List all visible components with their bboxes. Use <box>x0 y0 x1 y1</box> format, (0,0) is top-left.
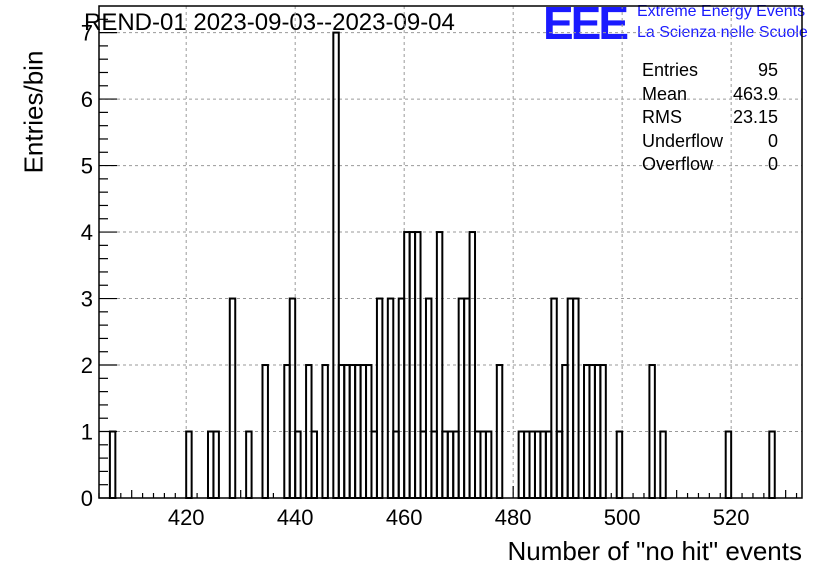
logo-line-1: Extreme Energy Events <box>637 3 806 20</box>
stats-entries: Entries 95 <box>642 59 778 83</box>
stats-overflow-label: Overflow <box>642 154 714 174</box>
x-tick-label: 420 <box>168 505 205 530</box>
stats-entries-label: Entries <box>642 60 699 80</box>
y-tick-label: 0 <box>81 486 93 511</box>
histogram-bin <box>310 430 318 500</box>
x-tick-label: 480 <box>495 505 532 530</box>
stats-overflow-value: 0 <box>767 154 778 174</box>
x-tick-label: 520 <box>713 505 750 530</box>
histogram-bin <box>375 297 384 499</box>
x-axis-label: Number of "no hit" events <box>507 536 803 566</box>
x-tick-label: 440 <box>277 505 314 530</box>
histogram-bin <box>495 364 504 500</box>
histogram-bin <box>659 430 667 500</box>
stats-mean-value: 463.9 <box>732 83 778 104</box>
stats-rms: RMS 23.15 <box>642 106 778 130</box>
histogram-bin <box>572 297 580 499</box>
y-tick-label: 1 <box>81 420 93 445</box>
stats-mean: Mean 463.9 <box>642 83 778 107</box>
stats-box: Entries 95 Mean 463.9 RMS 23.15 Underflo… <box>642 59 778 177</box>
stats-underflow-label: Underflow <box>642 130 724 151</box>
stats-underflow-value: 0 <box>767 130 778 151</box>
y-tick-label: 7 <box>81 21 93 46</box>
eee-logo: EEE <box>543 0 629 49</box>
histogram-bin <box>484 430 493 500</box>
stats-overflow: Overflow 0 <box>642 153 778 177</box>
histogram-bin <box>261 364 269 500</box>
histogram-bin <box>294 430 302 500</box>
stats-underflow: Underflow 0 <box>642 130 778 154</box>
stats-rms-label: RMS <box>642 107 682 127</box>
histogram-bin <box>212 430 220 500</box>
y-tick-label: 2 <box>81 353 93 378</box>
y-tick-label: 5 <box>81 154 93 179</box>
x-tick-label: 460 <box>386 505 423 530</box>
plot-frame <box>98 5 803 499</box>
histogram-bin <box>245 430 253 500</box>
histogram-bin <box>228 297 237 499</box>
histogram-bin <box>768 430 776 500</box>
stats-mean-label: Mean <box>642 83 688 104</box>
x-tick-label: 500 <box>604 505 641 530</box>
chart-title: REND-01 2023-09-03--2023-09-04 <box>84 9 455 36</box>
y-tick-label: 6 <box>81 87 93 112</box>
stats-rms-value: 23.15 <box>732 107 778 127</box>
histogram-bin <box>185 430 193 500</box>
logo-line-2: La Scienza nelle Scuole <box>637 24 808 41</box>
y-tick-label: 3 <box>81 287 93 312</box>
histogram-bin <box>108 430 117 500</box>
y-tick-label: 4 <box>81 220 93 245</box>
histogram-bin <box>724 430 733 500</box>
stats-entries-value: 95 <box>757 60 778 80</box>
histogram-bin <box>321 364 329 500</box>
histogram-bin <box>615 430 624 500</box>
